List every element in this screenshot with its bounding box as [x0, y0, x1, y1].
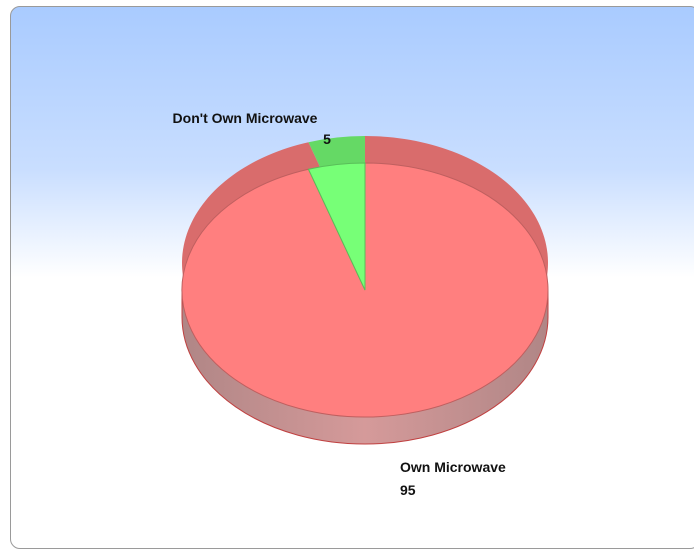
- pie-slice-don-t-own-microwave[interactable]: [307, 162, 366, 291]
- label-dont-own-microwave: Don't Own Microwave: [173, 110, 318, 126]
- value-dont-own-microwave: 5: [323, 131, 331, 147]
- value-own-microwave: 95: [400, 482, 416, 498]
- label-own-microwave: Own Microwave: [400, 459, 506, 475]
